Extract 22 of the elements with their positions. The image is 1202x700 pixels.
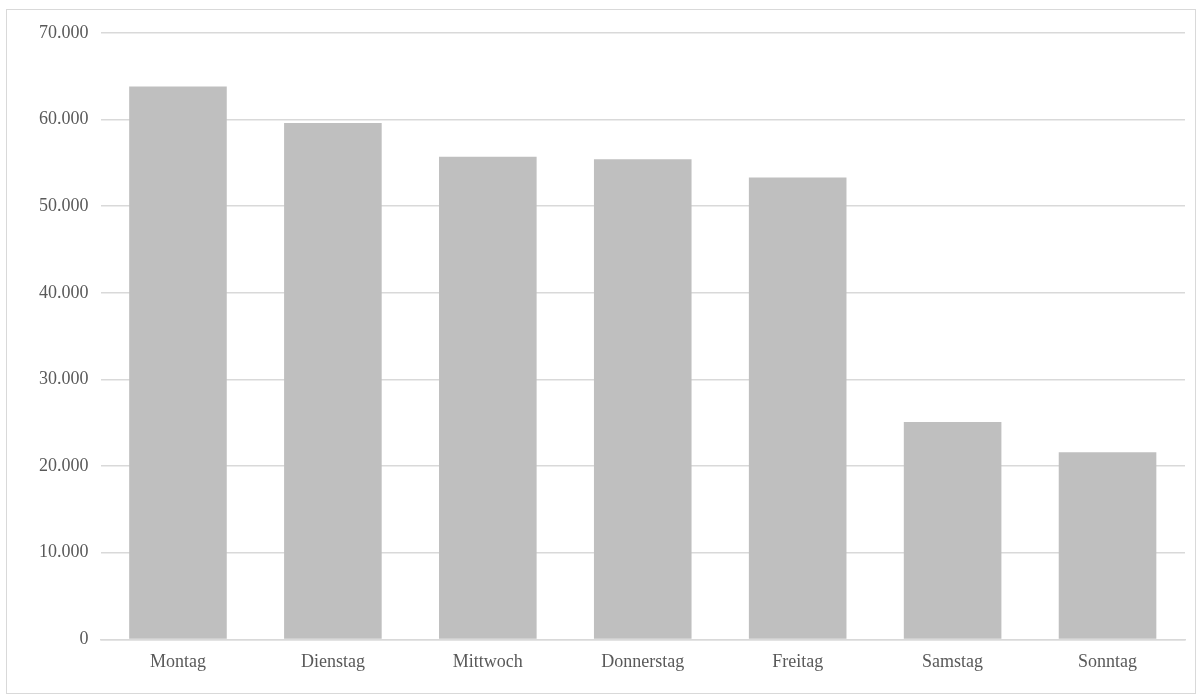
x-tick-label: Mittwoch bbox=[452, 650, 523, 671]
y-tick-label: 10.000 bbox=[39, 541, 89, 562]
y-tick-label: 50.000 bbox=[39, 194, 89, 215]
x-tick-label: Donnerstag bbox=[601, 650, 685, 671]
x-tick-label: Freitag bbox=[772, 650, 824, 671]
y-tick-label: 20.000 bbox=[39, 454, 89, 475]
bar bbox=[903, 421, 1002, 639]
bar bbox=[439, 156, 537, 639]
y-tick-label: 60.000 bbox=[39, 108, 89, 129]
x-tick-label: Samstag bbox=[922, 650, 984, 671]
x-tick-label: Sonntag bbox=[1078, 650, 1138, 671]
y-tick-label: 70.000 bbox=[39, 21, 89, 42]
bar bbox=[129, 86, 227, 639]
x-tick-label: Dienstag bbox=[300, 650, 365, 671]
y-tick-label: 0 bbox=[79, 628, 89, 649]
y-tick-label: 30.000 bbox=[39, 368, 89, 389]
bar bbox=[1058, 452, 1157, 639]
y-tick-label: 40.000 bbox=[39, 281, 89, 302]
bar bbox=[748, 177, 847, 639]
bar bbox=[284, 122, 382, 639]
x-tick-label: Montag bbox=[149, 650, 206, 671]
bar bbox=[593, 159, 692, 639]
